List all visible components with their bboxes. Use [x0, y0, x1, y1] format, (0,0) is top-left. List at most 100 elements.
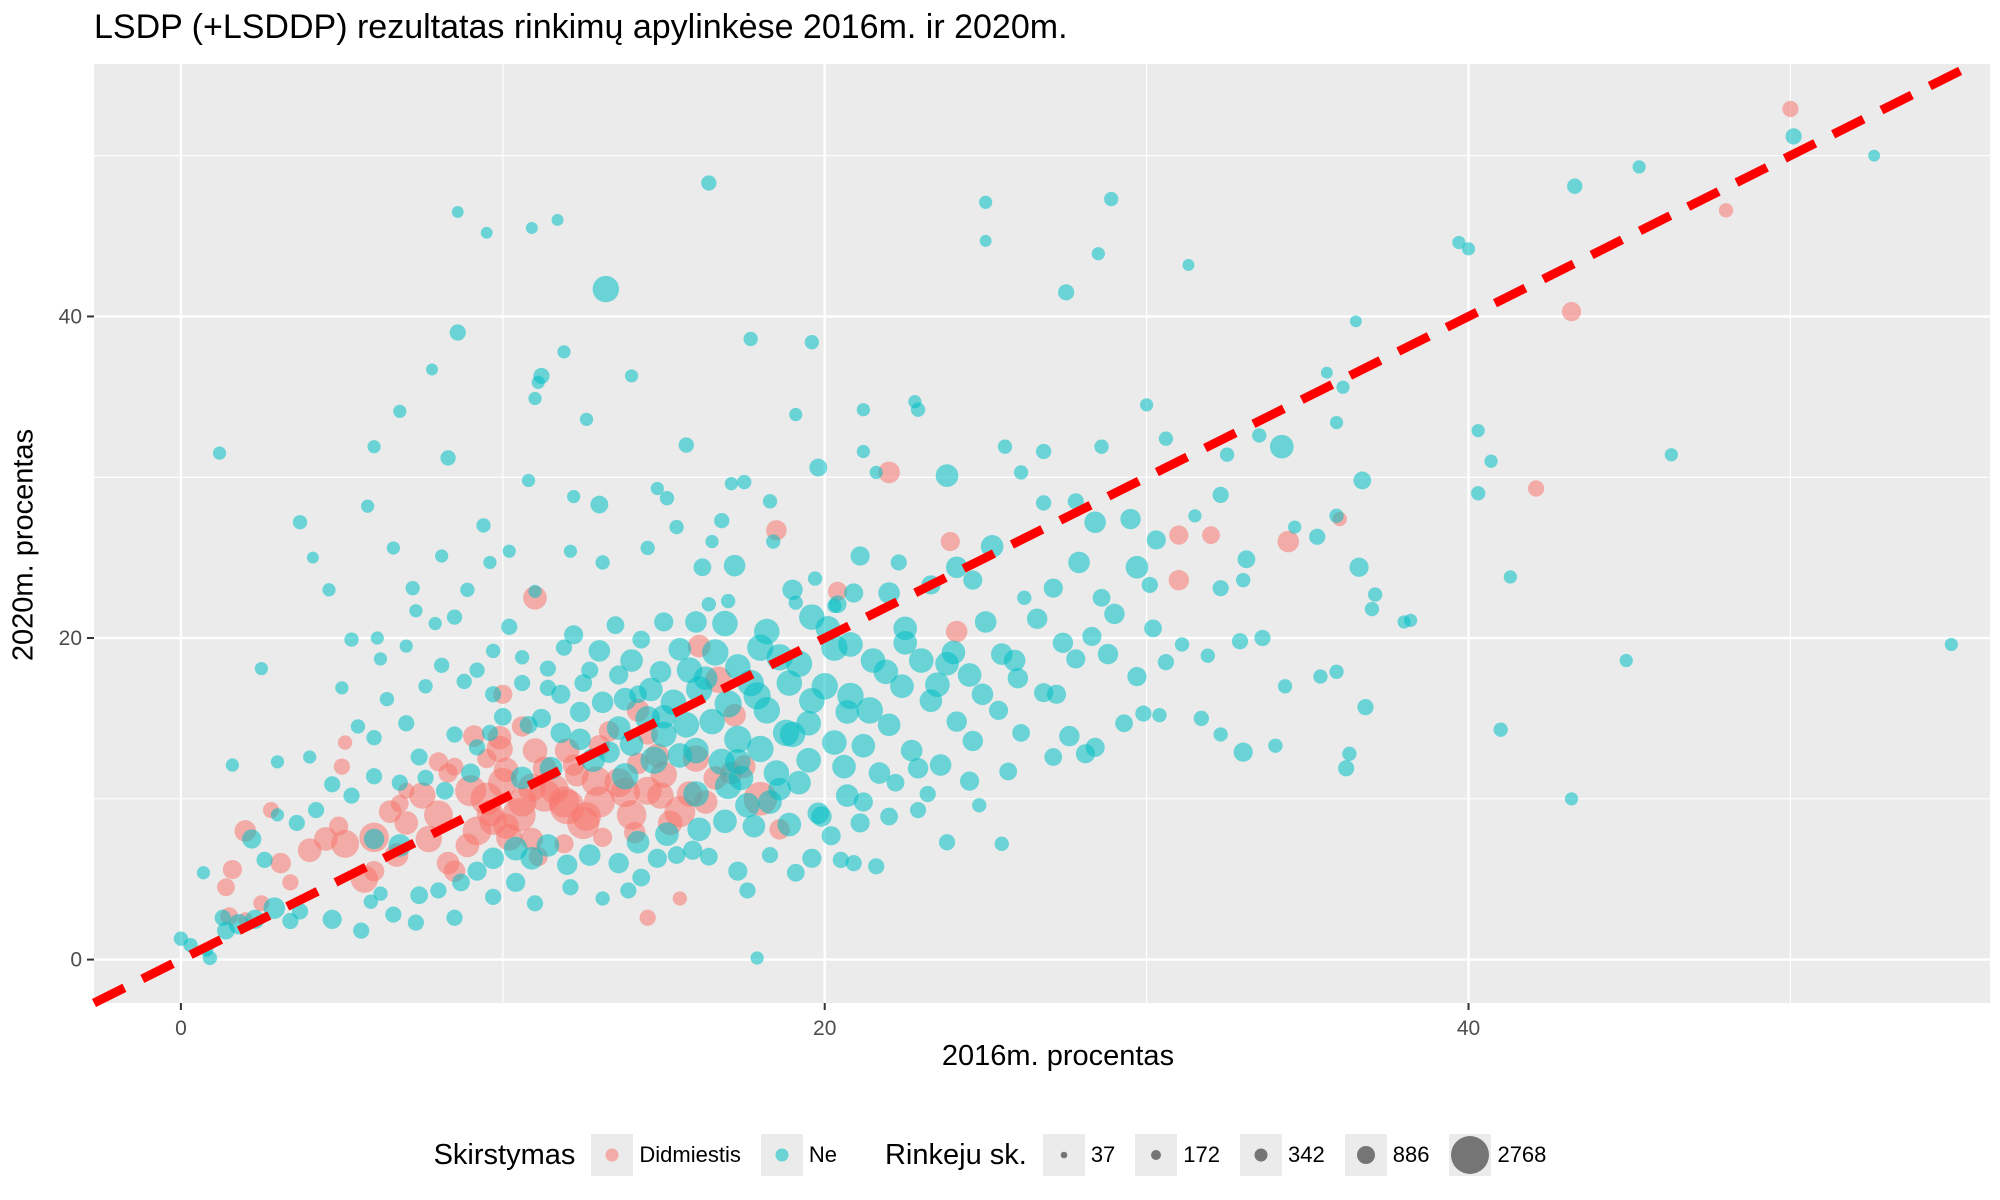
- point-ne: [254, 661, 268, 676]
- point-ne: [225, 758, 240, 772]
- point-ne: [353, 922, 370, 939]
- point-ne: [366, 730, 382, 746]
- point-ne: [1035, 443, 1052, 460]
- point-ne: [699, 847, 718, 866]
- point-ne: [673, 712, 700, 738]
- point-ne: [835, 700, 860, 724]
- major-grid: [94, 64, 1990, 1003]
- legend-color-title: Skirstymas: [433, 1138, 576, 1171]
- point-ne: [1329, 415, 1344, 430]
- legend-label-ne: Ne: [808, 1142, 837, 1167]
- point-ne: [291, 903, 309, 920]
- x-tick-label: 20: [813, 1017, 836, 1040]
- point-ne: [651, 704, 676, 729]
- legend-color-group: Skirstymas Didmiestis Ne: [434, 1134, 857, 1176]
- point-ne: [485, 888, 502, 905]
- point-ne: [335, 681, 349, 695]
- legend-size-label-2: 172: [1183, 1142, 1221, 1167]
- point-didmiestis: [581, 766, 611, 796]
- point-ne: [910, 402, 926, 417]
- point-ne: [669, 519, 684, 535]
- point-ne: [365, 768, 383, 785]
- point-didmiestis: [331, 829, 360, 858]
- point-ne: [900, 739, 923, 762]
- point-ne: [256, 851, 273, 869]
- point-didmiestis: [548, 786, 580, 818]
- minor-grid: [94, 64, 1990, 1003]
- point-ne: [668, 637, 692, 661]
- point-ne: [481, 724, 499, 741]
- point-ne: [202, 950, 218, 966]
- point-ne: [705, 534, 719, 549]
- point-ne: [620, 882, 637, 899]
- point-ne: [539, 660, 556, 677]
- point-ne: [563, 544, 578, 558]
- point-ne: [407, 914, 425, 931]
- point-ne: [880, 807, 898, 826]
- point-ne: [1104, 191, 1119, 207]
- point-ne: [1277, 679, 1293, 694]
- point-ne: [1044, 748, 1063, 766]
- point-ne: [1471, 423, 1485, 438]
- point-ne: [1017, 590, 1032, 605]
- point-ne: [1944, 637, 1958, 652]
- point-didmiestis: [1202, 526, 1220, 545]
- point-ne: [564, 625, 584, 645]
- point-ne: [845, 855, 862, 872]
- point-ne: [787, 770, 811, 795]
- point-ne: [1146, 530, 1166, 550]
- point-ne: [426, 363, 438, 376]
- point-ne: [959, 771, 980, 791]
- legend-size-key-1: [1042, 1134, 1085, 1176]
- chart-title: LSDP (+LSDDP) rezultatas rinkimų apylink…: [94, 8, 1068, 46]
- point-ne: [611, 763, 639, 790]
- point-ne: [844, 583, 864, 603]
- point-didmiestis: [945, 620, 968, 643]
- point-ne: [945, 556, 968, 579]
- point-ne: [461, 763, 481, 783]
- point-ne: [1052, 632, 1074, 654]
- point-ne: [343, 787, 360, 804]
- point-ne: [676, 657, 703, 683]
- point-ne: [832, 754, 856, 779]
- point-ne: [386, 541, 400, 555]
- point-ne: [1254, 629, 1271, 647]
- point-ne: [811, 806, 832, 827]
- point-ne: [1094, 439, 1109, 454]
- point-ne: [822, 730, 847, 755]
- point-ne: [363, 894, 379, 909]
- x-axis-label: 2016m. procentas: [941, 1040, 1175, 1072]
- point-ne: [650, 481, 664, 496]
- point-ne: [1200, 648, 1215, 663]
- point-ne: [886, 773, 905, 792]
- point-didmiestis: [455, 833, 480, 858]
- point-didmiestis: [1561, 302, 1582, 322]
- point-ne: [270, 808, 285, 822]
- point-ne: [799, 687, 825, 714]
- point-didmiestis: [647, 782, 674, 809]
- point-ne: [869, 465, 883, 480]
- point-ne: [569, 728, 591, 751]
- point-ne: [1035, 495, 1052, 511]
- point-didmiestis: [593, 827, 613, 847]
- point-ne: [446, 726, 463, 743]
- point-ne: [606, 616, 625, 635]
- point-ne: [619, 732, 644, 756]
- point-ne: [1075, 744, 1096, 764]
- point-ne: [551, 214, 564, 226]
- point-ne: [1158, 431, 1174, 446]
- point-ne: [595, 891, 610, 906]
- axis-ticks: [87, 315, 1470, 1010]
- x-tick-label: 0: [175, 1017, 187, 1040]
- point-didmiestis: [270, 852, 291, 874]
- point-ne: [701, 597, 716, 612]
- point-ne: [528, 584, 542, 598]
- point-ne: [962, 730, 984, 752]
- point-ne: [860, 648, 886, 673]
- point-ne: [750, 951, 764, 965]
- point-ne: [1034, 683, 1054, 703]
- point-ne: [502, 544, 516, 558]
- point-ne: [528, 391, 542, 406]
- point-ne: [1182, 259, 1195, 271]
